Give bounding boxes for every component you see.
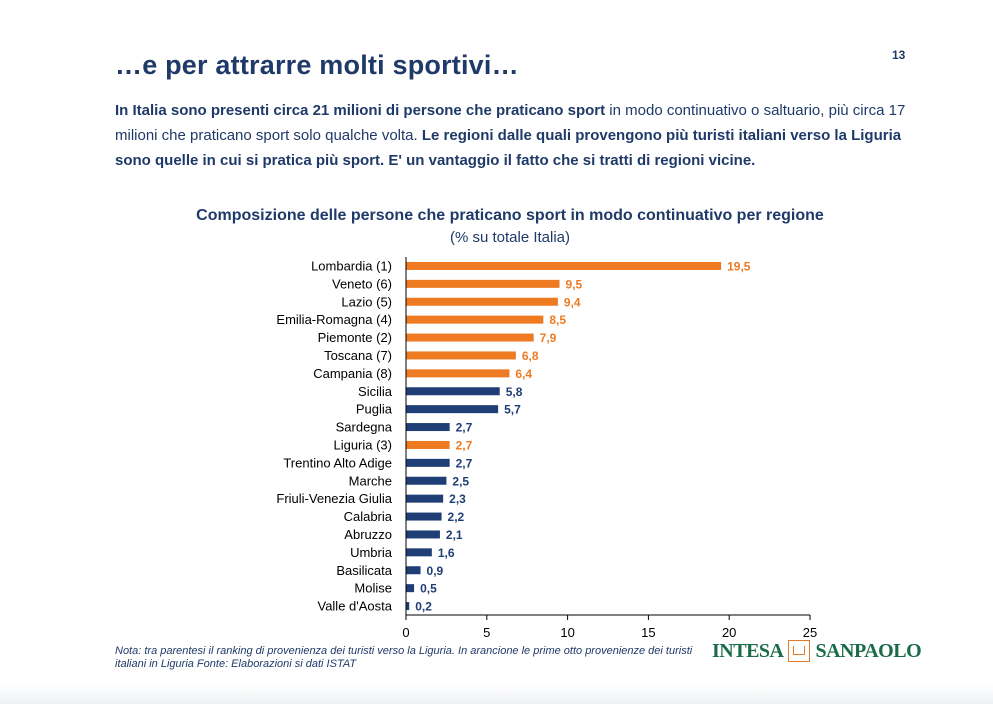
- bottom-shade: [0, 684, 993, 704]
- chart-title: Composizione delle persone che praticano…: [196, 207, 824, 224]
- category-label: Abruzzo: [344, 527, 392, 542]
- data-label: 19,5: [727, 259, 751, 273]
- bar: [406, 476, 447, 485]
- bar: [406, 369, 510, 378]
- data-label: 5,8: [506, 385, 523, 399]
- data-label: 9,5: [566, 277, 583, 291]
- intro-text: In Italia sono presenti circa 21 milioni…: [115, 98, 915, 173]
- data-label: 0,9: [427, 564, 444, 578]
- bar: [406, 530, 440, 539]
- x-tick-label: 25: [803, 625, 817, 640]
- data-label: 5,7: [504, 403, 521, 417]
- category-label: Marche: [349, 473, 392, 488]
- data-label: 9,4: [564, 295, 581, 309]
- category-label: Molise: [354, 581, 392, 596]
- x-tick-label: 5: [483, 625, 490, 640]
- bar: [406, 387, 500, 396]
- data-label: 2,7: [456, 438, 473, 452]
- intro-bold-1: In Italia sono presenti circa 21 milioni…: [115, 102, 606, 119]
- category-label: Toscana (7): [324, 348, 392, 363]
- x-tick-label: 0: [402, 625, 409, 640]
- data-label: 6,8: [522, 349, 539, 363]
- bar: [406, 279, 560, 288]
- category-label: Umbria: [350, 545, 393, 560]
- bar: [406, 458, 450, 467]
- bar: [406, 602, 410, 611]
- category-label: Friuli-Venezia Giulia: [276, 491, 392, 506]
- category-label: Sicilia: [358, 384, 393, 399]
- bar: [406, 261, 722, 270]
- bar: [406, 584, 415, 593]
- data-label: 7,9: [540, 331, 557, 345]
- data-label: 2,7: [456, 421, 473, 435]
- category-label: Liguria (3): [333, 437, 392, 452]
- bar: [406, 333, 534, 342]
- category-label: Emilia-Romagna (4): [276, 312, 392, 327]
- data-label: 2,5: [452, 474, 469, 488]
- data-label: 0,2: [415, 600, 432, 614]
- data-label: 2,2: [448, 510, 465, 524]
- bar: [406, 566, 421, 575]
- bar: [406, 512, 442, 521]
- category-label: Basilicata: [336, 563, 392, 578]
- logo-text-right: SANPAOLO: [815, 639, 922, 662]
- footnote: Nota: tra parentesi il ranking di proven…: [115, 645, 693, 670]
- bar: [406, 423, 450, 432]
- x-tick-label: 15: [641, 625, 655, 640]
- category-label: Veneto (6): [332, 276, 392, 291]
- intro-bold-2: Le regioni dalle quali provengono più tu…: [115, 127, 902, 169]
- intesa-sanpaolo-logo: INTESA SANPAOLO: [712, 638, 922, 664]
- data-label: 2,1: [446, 528, 463, 542]
- category-label: Piemonte (2): [318, 330, 392, 345]
- bar: [406, 405, 499, 414]
- data-label: 0,5: [420, 582, 437, 596]
- category-label: Puglia: [356, 402, 393, 417]
- category-label: Lazio (5): [341, 294, 392, 309]
- data-label: 8,5: [549, 313, 566, 327]
- category-label: Trentino Alto Adige: [283, 455, 392, 470]
- page-number: 13: [892, 48, 906, 62]
- category-label: Valle d'Aosta: [317, 599, 392, 614]
- data-label: 6,4: [515, 367, 532, 381]
- bar: [406, 351, 516, 360]
- page-title: …e per attrarre molti sportivi…: [115, 50, 519, 80]
- bar: [406, 315, 544, 324]
- bar: [406, 548, 432, 557]
- intro-plain: in modo continuativo o saltuario, più ci…: [115, 102, 906, 144]
- bar: [406, 297, 558, 306]
- category-label: Calabria: [344, 509, 393, 524]
- bar: [406, 440, 450, 449]
- chart-subtitle: (% su totale Italia): [449, 229, 571, 246]
- data-label: 1,6: [438, 546, 455, 560]
- logo-mark-icon: [788, 640, 811, 662]
- data-label: 2,7: [456, 456, 473, 470]
- category-label: Campania (8): [313, 366, 392, 381]
- x-tick-label: 10: [560, 625, 574, 640]
- bar: [406, 494, 444, 503]
- data-label: 2,3: [449, 492, 466, 506]
- category-label: Sardegna: [336, 420, 393, 435]
- category-label: Lombardia (1): [311, 258, 392, 273]
- x-tick-label: 20: [722, 625, 736, 640]
- logo-text-left: INTESA: [712, 639, 784, 662]
